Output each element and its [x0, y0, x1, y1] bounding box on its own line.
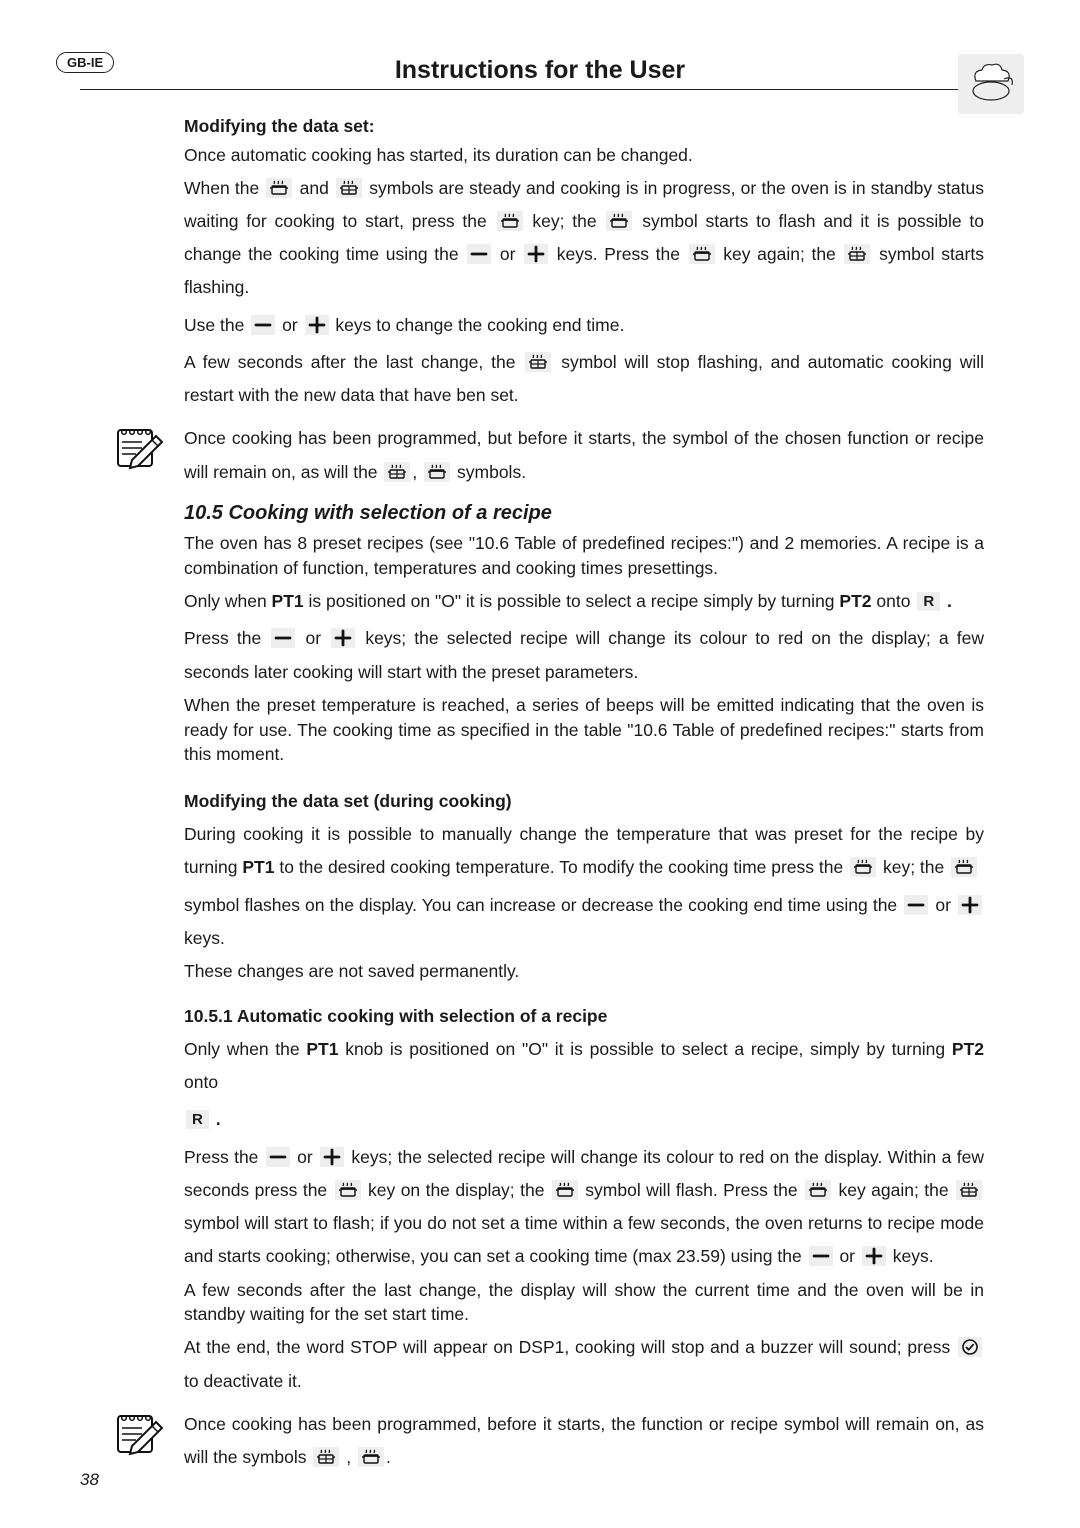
subheading-10-5-1: 10.5.1 Automatic cooking with selection …	[184, 1004, 984, 1029]
text: During cooking it is possible to manuall…	[184, 818, 984, 885]
page-header: GB-IE Instructions for the User	[80, 56, 1000, 90]
chef-icon	[958, 54, 1024, 114]
text: A few seconds after the last change, the…	[184, 1278, 984, 1328]
notebook-icon	[112, 1410, 166, 1458]
subheading-modifying-during-cooking: Modifying the data set (during cooking)	[184, 789, 984, 814]
temp-icon	[313, 1447, 339, 1467]
r-symbol: R	[917, 592, 940, 611]
temp-icon	[336, 178, 362, 198]
pot-icon	[266, 178, 292, 198]
minus-icon	[271, 628, 295, 648]
note: Once cooking has been programmed, but be…	[112, 422, 984, 489]
text: symbol flashes on the display. You can i…	[184, 889, 984, 956]
text: When the preset temperature is reached, …	[184, 693, 984, 768]
text: These changes are not saved permanently.	[184, 959, 984, 984]
text: Press the or keys; the selected recipe w…	[184, 622, 984, 689]
page: GB-IE Instructions for the User Modifyin…	[0, 0, 1080, 1528]
plus-icon	[331, 628, 355, 648]
plus-icon	[320, 1147, 344, 1167]
pot-icon	[552, 1180, 578, 1200]
plus-icon	[958, 895, 982, 915]
page-title: Instructions for the User	[395, 56, 685, 85]
minus-icon	[266, 1147, 290, 1167]
pot-icon	[805, 1180, 831, 1200]
pot-icon	[358, 1447, 384, 1467]
pot-icon	[606, 211, 632, 231]
temp-icon	[525, 352, 551, 372]
text: The oven has 8 preset recipes (see "10.6…	[184, 531, 984, 581]
text: A few seconds after the last change, the…	[184, 346, 984, 413]
text: Once automatic cooking has started, its …	[184, 143, 984, 168]
page-number: 38	[80, 1470, 99, 1490]
temp-icon	[956, 1180, 982, 1200]
pot-icon	[335, 1180, 361, 1200]
pot-icon	[497, 211, 523, 231]
temp-icon	[844, 244, 870, 264]
plus-icon	[524, 244, 548, 264]
text: Only when PT1 is positioned on "O" it is…	[184, 585, 984, 618]
text: At the end, the word STOP will appear on…	[184, 1331, 984, 1398]
clock-icon	[958, 1337, 982, 1357]
lang-badge: GB-IE	[56, 52, 114, 73]
pot-icon	[689, 244, 715, 264]
r-symbol: R	[186, 1110, 209, 1129]
plus-icon	[862, 1246, 886, 1266]
minus-icon	[251, 315, 275, 335]
text: Once cooking has been programmed, before…	[184, 1408, 984, 1475]
text: When the and symbols are steady and cook…	[184, 172, 984, 305]
text: Once cooking has been programmed, but be…	[184, 422, 984, 489]
pot-icon	[424, 462, 450, 482]
minus-icon	[904, 895, 928, 915]
plus-icon	[305, 315, 329, 335]
text: Press the or keys; the selected recipe w…	[184, 1141, 984, 1274]
temp-icon	[384, 462, 410, 482]
heading-modifying-data-set: Modifying the data set:	[184, 114, 984, 139]
pot-icon	[850, 857, 876, 877]
section-heading-10-5: 10.5 Cooking with selection of a recipe	[184, 499, 984, 527]
notebook-icon	[112, 424, 166, 472]
pot-icon	[951, 857, 977, 877]
text: Use the or keys to change the cooking en…	[184, 309, 984, 342]
minus-icon	[467, 244, 491, 264]
note: Once cooking has been programmed, before…	[112, 1408, 984, 1475]
text: Only when the PT1 knob is positioned on …	[184, 1033, 984, 1100]
content: Modifying the data set: Once automatic c…	[80, 114, 1000, 1474]
text: R .	[184, 1103, 984, 1136]
minus-icon	[809, 1246, 833, 1266]
